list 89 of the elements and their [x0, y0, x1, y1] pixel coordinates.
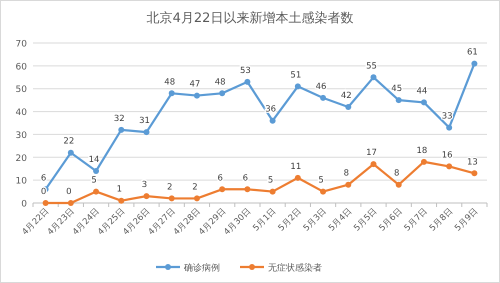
data-label: 44 [416, 86, 428, 96]
data-label: 51 [290, 70, 302, 80]
data-label: 18 [416, 146, 428, 156]
x-tick-label: 5月4日 [326, 206, 354, 234]
data-label: 6 [242, 173, 248, 184]
data-label: 8 [344, 168, 349, 179]
data-label: 48 [214, 77, 226, 88]
point [396, 182, 402, 188]
x-tick-label: 5月5日 [352, 206, 380, 234]
point [370, 161, 376, 168]
point [144, 129, 150, 136]
point [118, 198, 124, 204]
point [93, 188, 100, 195]
point [420, 99, 427, 106]
data-label: 3 [142, 180, 148, 190]
data-label: 33 [442, 112, 453, 122]
x-tick-label: 5月7日 [402, 206, 430, 234]
data-label: 2 [192, 182, 198, 192]
legend-label: 确诊病例 [183, 262, 220, 274]
x-tick-label: 5月8日 [428, 206, 456, 234]
point [219, 186, 226, 192]
y-tick-label: 40 [16, 108, 28, 118]
y-tick-label: 50 [16, 85, 28, 96]
point [93, 168, 100, 174]
point [420, 158, 427, 165]
data-label: 5 [318, 176, 324, 186]
data-label: 8 [394, 168, 400, 179]
data-label: 0 [66, 187, 72, 197]
point [244, 186, 250, 192]
point [270, 188, 276, 195]
y-tick-label: 0 [21, 200, 28, 210]
data-label: 55 [366, 61, 377, 72]
data-label: 53 [240, 66, 251, 76]
point [194, 195, 200, 202]
data-label: 46 [316, 82, 326, 92]
point [219, 90, 226, 96]
point [396, 97, 402, 104]
point [370, 74, 376, 80]
data-label: 32 [114, 114, 125, 124]
point [320, 94, 326, 101]
chart-title: 北京4月22日以来新增本土感染者数 [146, 11, 354, 26]
point [270, 118, 276, 124]
point [68, 150, 74, 156]
point [144, 193, 150, 200]
point [471, 60, 478, 67]
data-label: 48 [164, 77, 176, 88]
data-label: 16 [442, 150, 453, 160]
data-label: 5 [91, 176, 97, 186]
point [294, 83, 301, 90]
data-label: 6 [40, 173, 46, 184]
point [168, 195, 175, 202]
point [471, 170, 478, 176]
point [345, 182, 352, 188]
point [345, 104, 352, 110]
y-tick-label: 20 [16, 154, 28, 164]
x-tick-label: 5月3日 [302, 206, 330, 234]
point [446, 124, 452, 131]
x-tick-label: 5月1日 [251, 206, 279, 234]
point [446, 163, 452, 170]
x-tick-label: 5月9日 [453, 206, 481, 234]
data-label: 11 [290, 162, 302, 172]
legend-label: 无症状感染者 [268, 262, 322, 274]
point [168, 90, 175, 96]
y-tick-label: 30 [16, 130, 28, 141]
x-tick-label: 5月2日 [276, 206, 304, 234]
data-label: 31 [139, 116, 150, 126]
data-label: 45 [391, 84, 402, 94]
data-label: 5 [268, 176, 274, 186]
data-label: 42 [340, 91, 352, 101]
point [294, 174, 301, 181]
point [194, 92, 200, 99]
point [68, 200, 74, 206]
y-tick-label: 10 [16, 176, 28, 187]
point [320, 188, 326, 195]
data-label: 61 [466, 48, 478, 58]
x-tick-label: 5月6日 [377, 206, 405, 234]
data-label: 2 [167, 182, 172, 192]
data-label: 14 [88, 155, 100, 165]
point [42, 200, 49, 206]
data-label: 47 [190, 80, 200, 90]
data-label: 6 [217, 173, 223, 184]
data-label: 17 [366, 148, 377, 158]
data-label: 1 [116, 184, 122, 195]
data-label: 22 [63, 136, 74, 147]
y-tick-label: 60 [16, 62, 28, 72]
y-tick-label: 70 [16, 40, 28, 50]
point [244, 78, 250, 85]
point [118, 126, 124, 133]
data-label: 13 [466, 157, 478, 168]
